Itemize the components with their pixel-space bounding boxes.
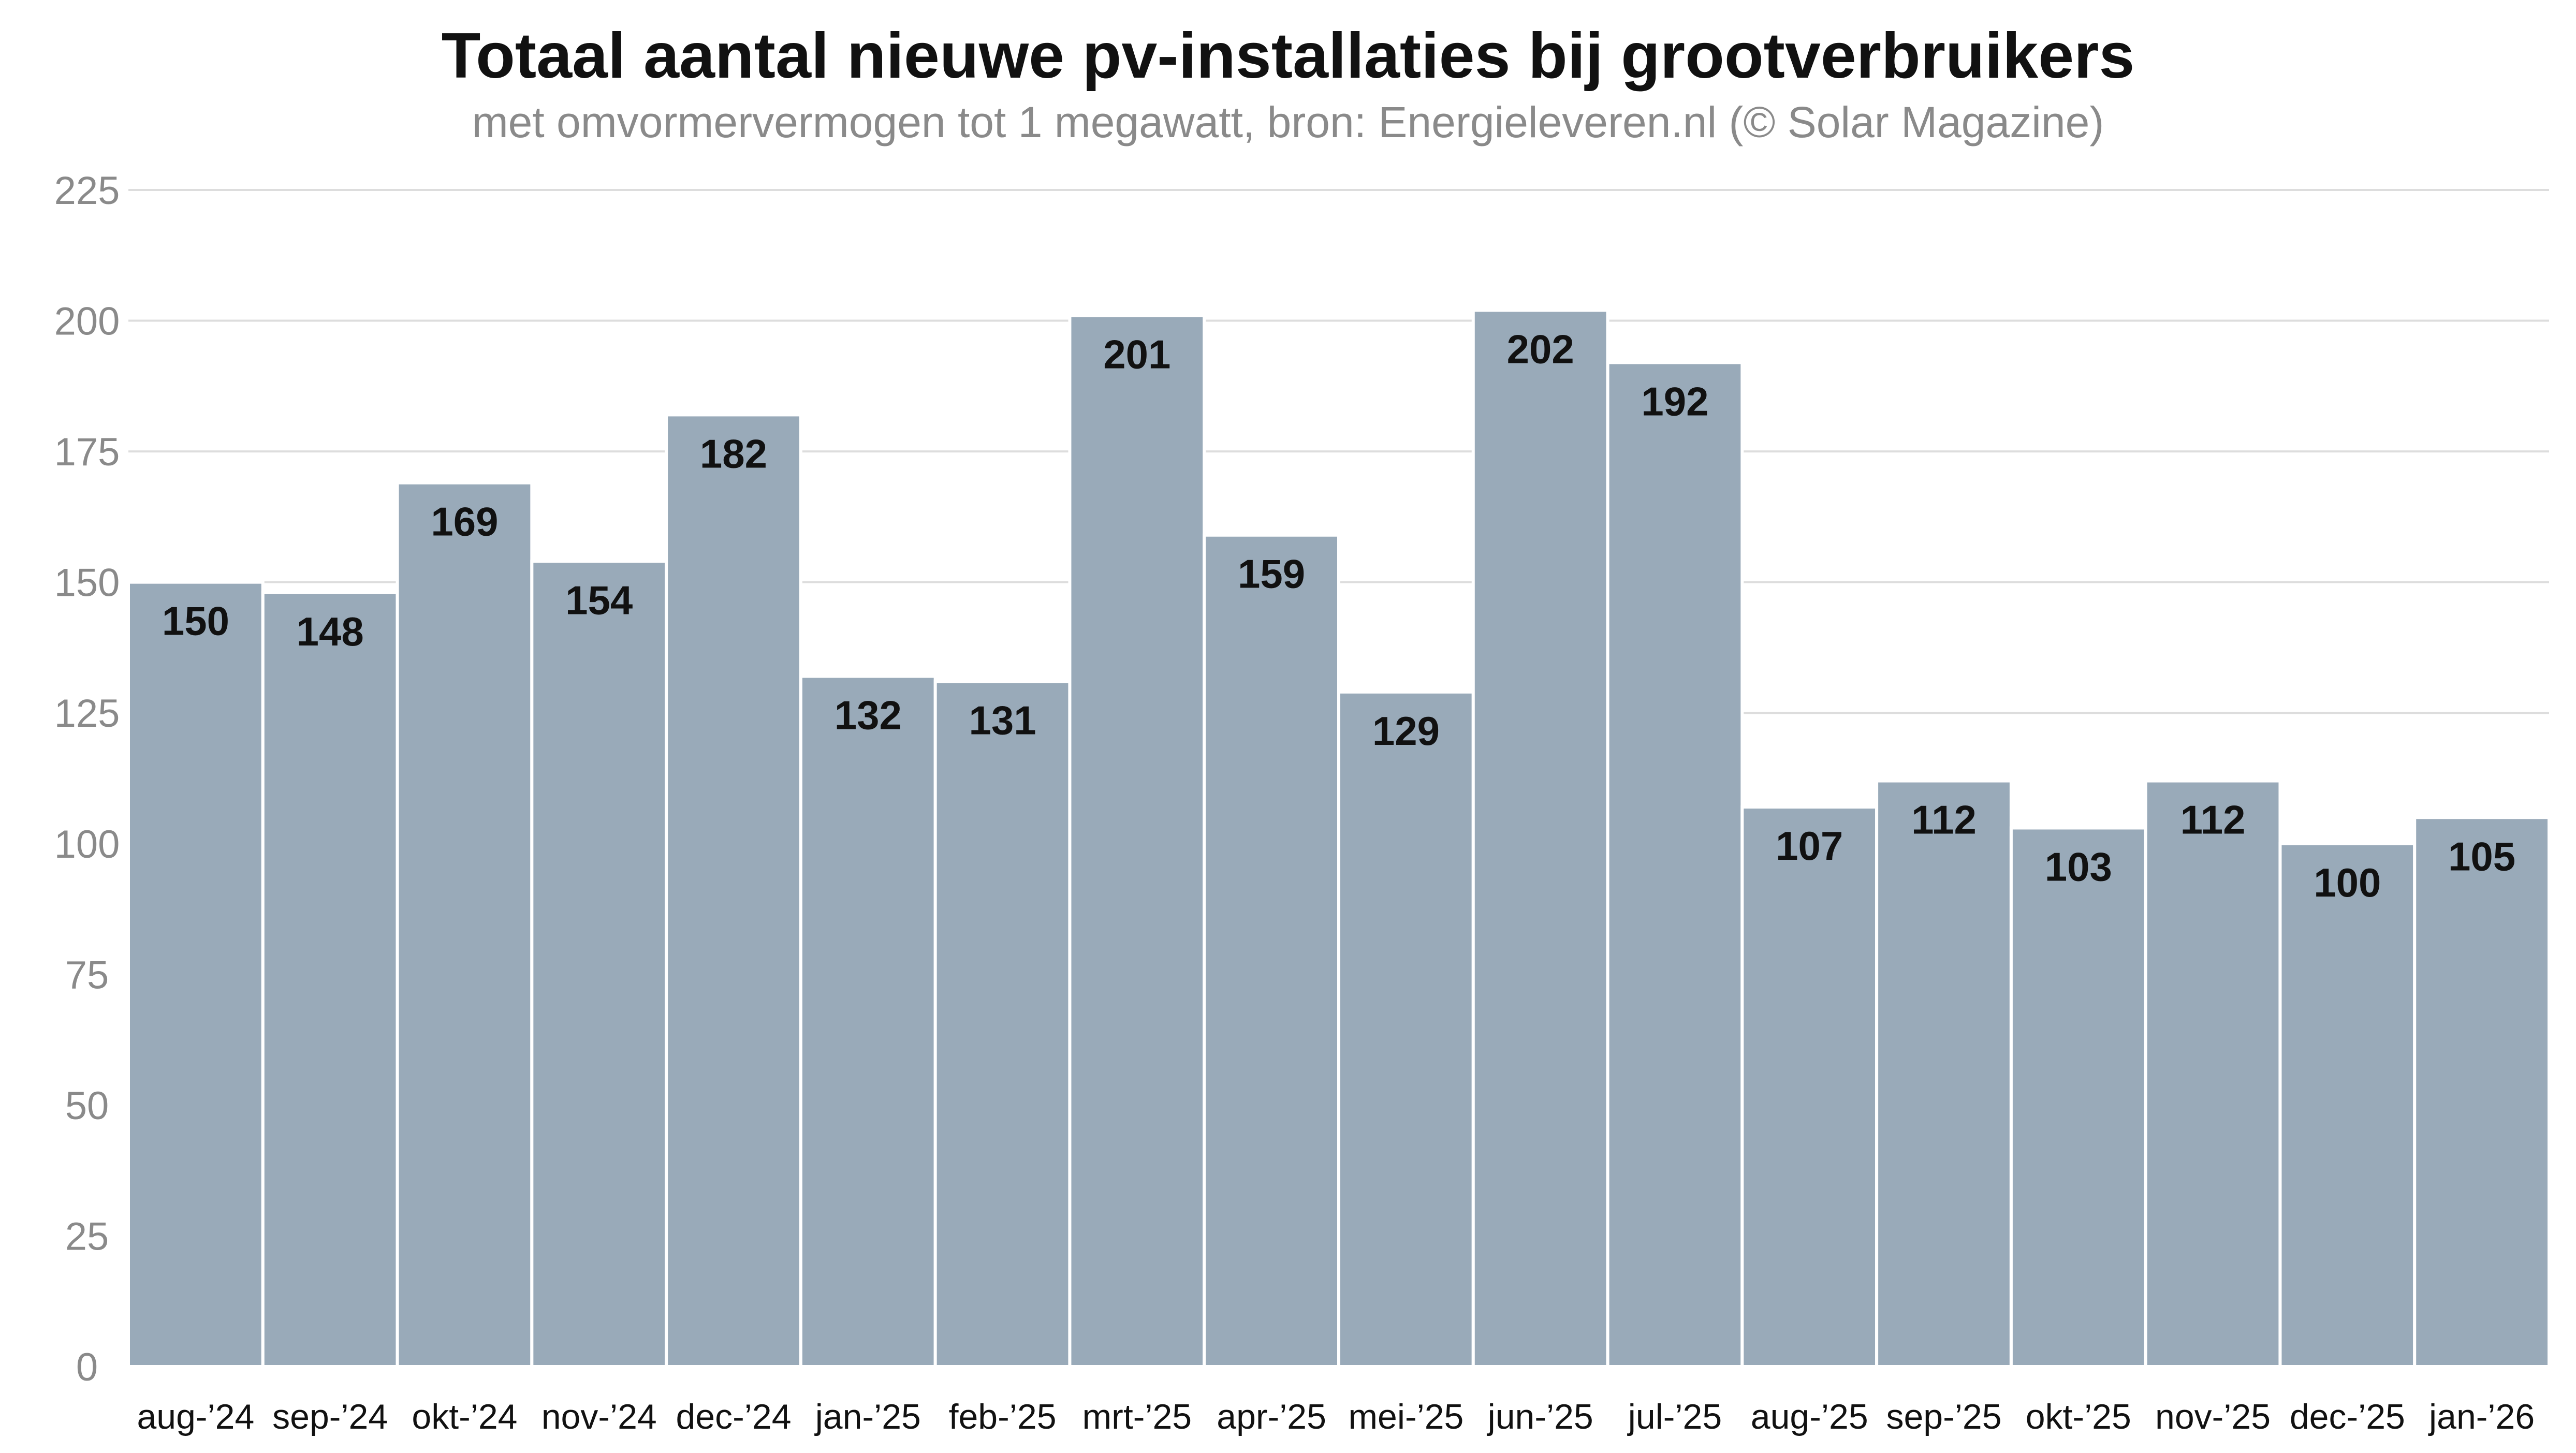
x-tick-label: aug-’24 bbox=[137, 1397, 254, 1436]
data-label: 201 bbox=[1103, 331, 1170, 377]
bar bbox=[261, 591, 399, 1368]
y-tick-label: 225 bbox=[54, 169, 120, 213]
data-label: 107 bbox=[1776, 823, 1843, 869]
x-axis-tick-labels: aug-’24 sep-’24 okt-’24 nov-’24 dec-’24 jan-’… bbox=[137, 1397, 2535, 1436]
x-tick-label: okt-’24 bbox=[412, 1397, 517, 1436]
bar bbox=[1875, 779, 2013, 1368]
data-label: 148 bbox=[297, 609, 364, 654]
bar bbox=[799, 674, 937, 1368]
bar bbox=[665, 413, 802, 1369]
x-tick-label: mei-’25 bbox=[1348, 1397, 1463, 1436]
data-label: 150 bbox=[162, 598, 229, 644]
y-tick-label: 50 bbox=[65, 1084, 109, 1128]
data-label: 131 bbox=[969, 698, 1036, 743]
x-tick-label: jan-’25 bbox=[814, 1397, 921, 1436]
y-tick-label: 25 bbox=[65, 1214, 109, 1258]
y-tick-label: 150 bbox=[54, 561, 120, 605]
y-tick-label: 75 bbox=[65, 953, 109, 997]
data-label: 103 bbox=[2045, 844, 2112, 889]
bar bbox=[2278, 842, 2417, 1369]
y-tick-label: 200 bbox=[54, 300, 120, 344]
y-tick-label: 175 bbox=[54, 430, 120, 474]
y-axis-tick-labels: 0 25 50 75 100 125 150 175 200 225 bbox=[54, 169, 120, 1389]
y-tick-label: 125 bbox=[54, 692, 120, 736]
x-tick-label: apr-’25 bbox=[1217, 1397, 1326, 1436]
x-tick-label: dec-’25 bbox=[2290, 1397, 2405, 1436]
data-label: 105 bbox=[2448, 833, 2515, 879]
x-tick-label: sep-’24 bbox=[272, 1397, 388, 1436]
bar bbox=[2009, 826, 2147, 1368]
x-tick-label: mrt-’25 bbox=[1082, 1397, 1192, 1436]
x-tick-label: nov-’24 bbox=[541, 1397, 657, 1436]
data-label: 159 bbox=[1238, 551, 1305, 597]
bars bbox=[127, 309, 2551, 1369]
data-label: 132 bbox=[835, 693, 902, 738]
x-tick-label: jul-’25 bbox=[1627, 1397, 1722, 1436]
x-tick-label: jan-’26 bbox=[2428, 1397, 2535, 1436]
y-tick-label: 0 bbox=[76, 1345, 98, 1389]
data-labels: 150 148 169 154 182 132 131 201 159 129 202 192 107 1… bbox=[162, 326, 2515, 905]
data-label: 182 bbox=[700, 431, 767, 476]
data-label: 192 bbox=[1641, 378, 1708, 424]
bar bbox=[396, 481, 534, 1368]
x-tick-label: feb-’25 bbox=[949, 1397, 1057, 1436]
bar bbox=[1471, 309, 1609, 1369]
x-tick-label: dec-’24 bbox=[676, 1397, 791, 1436]
data-label: 154 bbox=[565, 577, 633, 623]
bar bbox=[1740, 805, 1879, 1368]
bar bbox=[2144, 779, 2282, 1368]
bar bbox=[1337, 690, 1475, 1368]
bar bbox=[127, 580, 265, 1368]
chart-subtitle: met omvormervermogen tot 1 megawatt, bro… bbox=[472, 98, 2104, 146]
data-label: 112 bbox=[2180, 797, 2246, 843]
data-label: 202 bbox=[1507, 326, 1574, 372]
x-tick-label: okt-’25 bbox=[2026, 1397, 2131, 1436]
data-label: 169 bbox=[431, 499, 498, 545]
data-label: 112 bbox=[1911, 797, 1977, 843]
data-label: 100 bbox=[2314, 860, 2381, 905]
x-tick-label: sep-’25 bbox=[1886, 1397, 2001, 1436]
x-tick-label: jun-’25 bbox=[1487, 1397, 1593, 1436]
bar bbox=[933, 680, 1072, 1368]
chart-title: Totaal aantal nieuwe pv-installaties bij… bbox=[442, 20, 2135, 92]
data-label: 129 bbox=[1372, 708, 1440, 754]
bar bbox=[2413, 816, 2551, 1368]
bar bbox=[530, 560, 668, 1368]
y-tick-label: 100 bbox=[54, 823, 120, 867]
bar bbox=[1203, 533, 1340, 1368]
bar bbox=[1606, 361, 1744, 1369]
bar bbox=[1068, 314, 1206, 1368]
x-tick-label: aug-’25 bbox=[1751, 1397, 1868, 1436]
x-tick-label: nov-’25 bbox=[2155, 1397, 2271, 1436]
